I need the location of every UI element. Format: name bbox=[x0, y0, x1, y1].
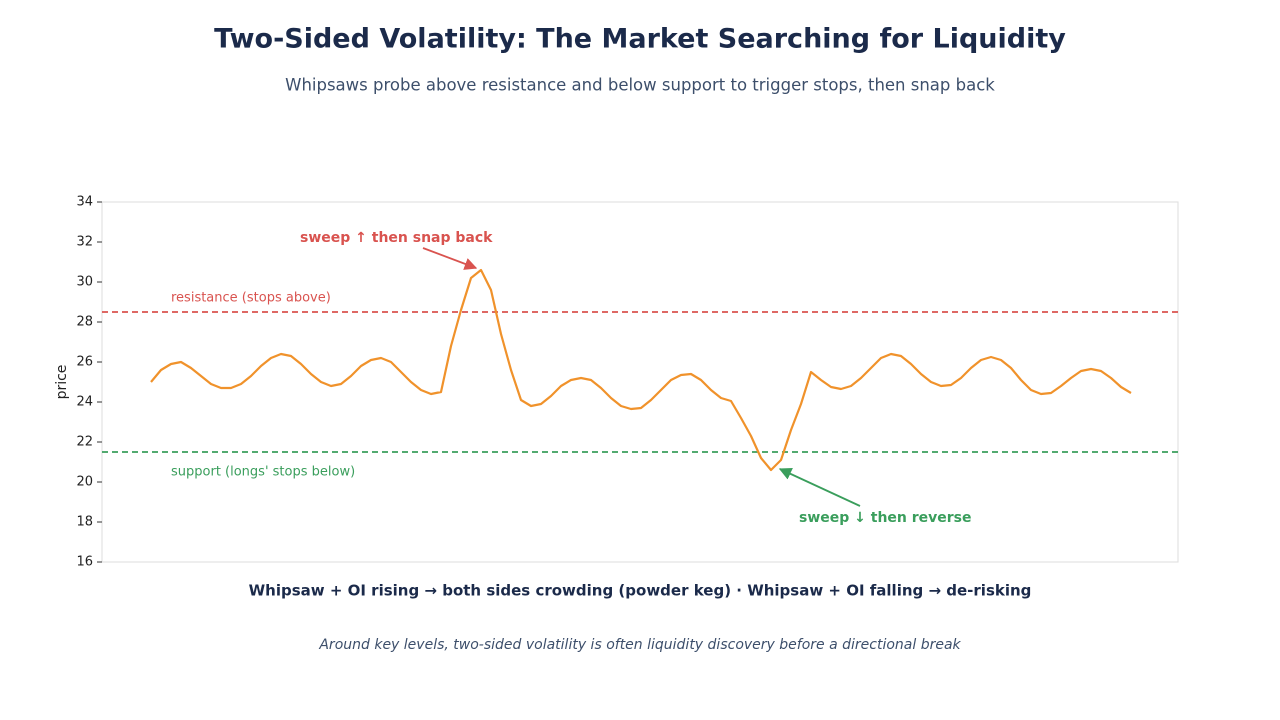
chart-subtitle: Whipsaws probe above resistance and belo… bbox=[285, 76, 995, 95]
reference-label: resistance (stops above) bbox=[171, 291, 331, 306]
y-tick-label: 30 bbox=[76, 275, 93, 290]
plot-area bbox=[101, 201, 1179, 563]
y-tick-label: 16 bbox=[76, 555, 93, 570]
annotation: sweep ↑ then snap back bbox=[300, 230, 493, 246]
price-line bbox=[150, 268, 1132, 472]
caption: Around key levels, two-sided volatility … bbox=[318, 637, 961, 653]
y-tick-label: 24 bbox=[76, 395, 93, 410]
y-tick-label: 22 bbox=[76, 435, 93, 450]
y-tick-label: 18 bbox=[76, 515, 93, 530]
y-tick-label: 28 bbox=[76, 315, 93, 330]
y-tick-label: 34 bbox=[76, 195, 93, 210]
y-axis-label: price bbox=[54, 365, 70, 400]
chart-title: Two-Sided Volatility: The Market Searchi… bbox=[214, 24, 1066, 55]
y-tick-label: 20 bbox=[76, 475, 93, 490]
reference-label: support (longs' stops below) bbox=[171, 465, 355, 480]
footnote: Whipsaw + OI rising → both sides crowdin… bbox=[249, 582, 1032, 600]
y-tick-label: 26 bbox=[76, 355, 93, 370]
annotation: sweep ↓ then reverse bbox=[799, 510, 972, 526]
annotation-arrow bbox=[422, 247, 478, 270]
y-tick-label: 32 bbox=[76, 235, 93, 250]
annotation-arrow bbox=[778, 468, 861, 507]
